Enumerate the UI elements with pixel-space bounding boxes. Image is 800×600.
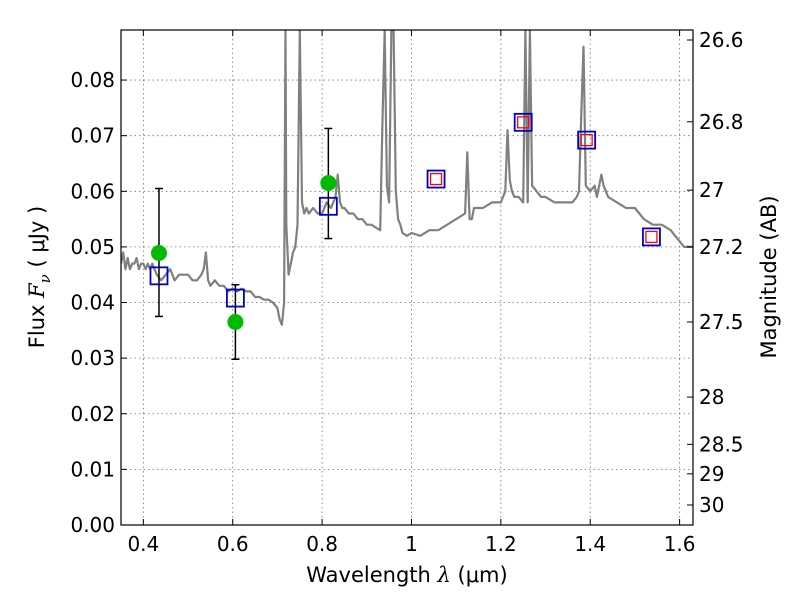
y-tick-label: 0.04 <box>70 291 115 315</box>
model-square-marker <box>426 169 446 189</box>
x-axis-label: Wavelength λ (μm) <box>306 563 507 587</box>
model-square-marker <box>318 196 338 216</box>
x-axis-label-unit: (μm) <box>451 563 508 587</box>
y-axis-label: Flux Fν ( μJy ) <box>25 206 54 348</box>
y2-axis-label: Magnitude (AB) <box>757 195 781 358</box>
y2-tick-label: 28 <box>699 385 724 409</box>
y-axis-label-symbol: F <box>25 282 49 299</box>
y-tick-label: 0.03 <box>70 346 115 370</box>
x-axis-label-symbol: λ <box>437 563 451 587</box>
y2-tick-label: 27 <box>699 178 724 202</box>
red-square-marker <box>517 116 530 129</box>
x-tick-label: 1.2 <box>485 532 517 556</box>
axis-ticks: 0.4 0.6 0.8 1 1.2 1.4 1.6 0.00 0.01 0.02 0.03 0.04 0… <box>70 28 743 556</box>
photometry-series <box>149 112 661 330</box>
x-axis-label-prefix: Wavelength <box>306 563 437 587</box>
y2-tick-label: 27.5 <box>699 310 744 334</box>
y-axis-label-prefix: Flux <box>25 298 49 348</box>
grid-lines <box>121 30 693 526</box>
y2-tick-label: 26.6 <box>699 28 744 52</box>
spectrum-series <box>121 30 693 326</box>
y-tick-label: 0.06 <box>70 179 115 203</box>
x-tick-label: 1.4 <box>574 532 606 556</box>
photometry-circle <box>320 174 337 191</box>
red-square-marker <box>580 133 593 147</box>
y-axis-label-unit: ( μJy ) <box>25 206 49 274</box>
x-tick-label: 0.4 <box>127 532 159 556</box>
model-square-marker <box>149 266 169 286</box>
model-square-marker <box>513 112 533 132</box>
y2-tick-label: 30 <box>699 493 724 517</box>
model-square-marker <box>577 130 597 150</box>
y2-tick-label: 27.2 <box>699 235 744 259</box>
y-tick-label: 0.05 <box>70 235 115 259</box>
spectrum-line <box>121 30 693 326</box>
model-square-marker <box>225 288 245 308</box>
x-tick-label: 0.6 <box>217 532 249 556</box>
y-tick-label: 0.00 <box>70 513 115 537</box>
y-tick-label: 0.02 <box>70 402 115 426</box>
photometry-circle <box>227 313 244 330</box>
y-tick-label: 0.08 <box>70 68 115 92</box>
red-square-marker <box>429 172 443 186</box>
plot-background <box>121 30 693 525</box>
y2-tick-label: 26.8 <box>699 110 744 134</box>
x-tick-label: 0.8 <box>306 532 338 556</box>
x-tick-label: 1 <box>405 532 418 556</box>
model-square-marker <box>642 227 661 247</box>
y2-tick-label: 29 <box>699 462 724 486</box>
x-tick-label: 1.6 <box>664 532 696 556</box>
photometry-circle <box>150 245 167 262</box>
plot-frame <box>120 29 694 526</box>
y-tick-label: 0.01 <box>70 457 115 481</box>
y-axis-label-subscript: ν <box>36 274 54 283</box>
y-tick-label: 0.07 <box>70 124 115 148</box>
red-square-marker <box>645 230 658 244</box>
y2-tick-label: 28.5 <box>699 432 744 456</box>
